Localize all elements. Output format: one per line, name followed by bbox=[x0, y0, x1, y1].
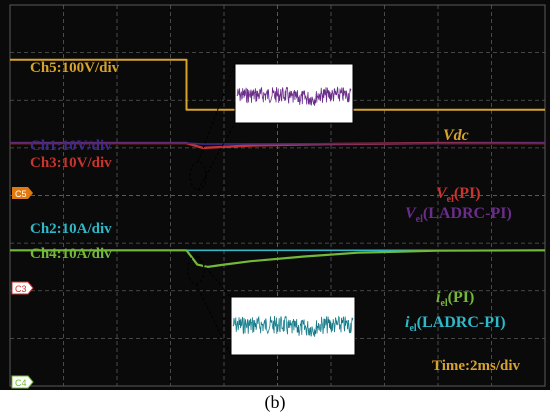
vel-pi-sub: el bbox=[447, 194, 454, 205]
zoom-inset-current-trace bbox=[232, 315, 354, 337]
iel-pi-main: i bbox=[436, 289, 441, 306]
inset1-trace-noise bbox=[236, 86, 352, 106]
iel-ladrc-legend: iel(LADRC-PI) bbox=[405, 314, 506, 334]
zoom-connector-voltage-top bbox=[197, 63, 236, 163]
grid-frame bbox=[9, 4, 546, 387]
zoom-connector-current-top bbox=[195, 255, 232, 298]
ch4-scale-label: Ch4:10A/div bbox=[30, 246, 112, 262]
zoom-annotations bbox=[187, 63, 356, 356]
ch2-scale-label: Ch2:10A/div bbox=[30, 221, 112, 237]
inset2-trace-noise-dark bbox=[232, 316, 354, 337]
vel-pi-main: V bbox=[436, 185, 448, 202]
vdc-legend: Vdc bbox=[443, 127, 469, 144]
c4-marker: C4 bbox=[11, 375, 34, 389]
iel-ladrc-suffix: (LADRC-PI) bbox=[417, 314, 506, 331]
grid bbox=[9, 4, 546, 387]
trace-vdc bbox=[10, 58, 545, 111]
iel-ladrc-main: i bbox=[405, 314, 410, 331]
time-scale-label: Time:2ms/div bbox=[432, 358, 521, 374]
zoom-inset-current bbox=[230, 296, 356, 356]
ch1-scale-label: Ch1:10V/div bbox=[30, 138, 112, 154]
traces bbox=[10, 58, 546, 268]
c3-marker: C3 bbox=[11, 281, 34, 295]
c4-marker-label: C4 bbox=[15, 378, 27, 388]
c5-marker: C5 bbox=[12, 187, 33, 199]
iel-pi-legend: iel(PI) bbox=[436, 289, 474, 309]
vel-ladrc-main: V bbox=[405, 205, 417, 222]
zoom-connector-voltage-bottom bbox=[197, 122, 236, 191]
vel-pi-suffix: (PI) bbox=[454, 185, 481, 202]
trace-iel-pi bbox=[10, 249, 546, 268]
figure-caption: (b) bbox=[264, 392, 286, 412]
iel-ladrc-sub: el bbox=[409, 323, 416, 334]
iel-pi-suffix: (PI) bbox=[448, 289, 475, 306]
vel-ladrc-suffix: (LADRC-PI) bbox=[423, 205, 512, 222]
ch5-scale-label: Ch5:100V/div bbox=[30, 60, 120, 76]
oscilloscope-screen: Ch5:100V/div Ch1:10V/div Ch3:10V/div Ch2… bbox=[0, 0, 550, 390]
zoom-inset-voltage-trace bbox=[236, 86, 352, 106]
iel-pi-sub: el bbox=[440, 298, 447, 309]
zoom-connector-current-bottom bbox=[195, 283, 232, 356]
trace-vel-ladrc-pi bbox=[10, 142, 546, 145]
c5-marker-label: C5 bbox=[15, 189, 27, 199]
vel-ladrc-legend: Vel(LADRC-PI) bbox=[405, 205, 512, 225]
ch3-scale-label: Ch3:10V/div bbox=[30, 155, 112, 171]
vel-ladrc-sub: el bbox=[416, 214, 423, 225]
c3-marker-label: C3 bbox=[15, 284, 27, 294]
vel-pi-legend: Vel(PI) bbox=[436, 185, 481, 205]
